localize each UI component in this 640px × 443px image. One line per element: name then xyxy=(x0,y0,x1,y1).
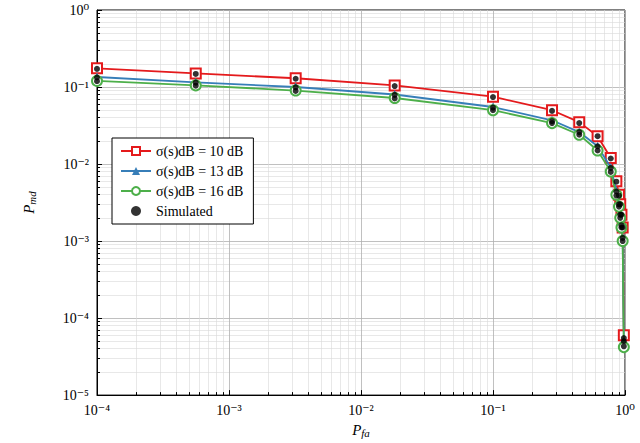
svg-text:10⁻²: 10⁻² xyxy=(63,157,89,172)
svg-text:10⁰: 10⁰ xyxy=(69,3,89,18)
svg-text:Simulated: Simulated xyxy=(156,204,213,219)
svg-text:md: md xyxy=(26,191,38,205)
svg-text:10⁻²: 10⁻² xyxy=(348,403,374,418)
svg-text:σ(s)dB = 10 dB: σ(s)dB = 10 dB xyxy=(156,144,243,160)
svg-text:10⁻⁴: 10⁻⁴ xyxy=(63,311,89,326)
svg-text:P: P xyxy=(351,422,361,438)
svg-text:10⁻¹: 10⁻¹ xyxy=(480,403,506,418)
svg-text:10⁻⁵: 10⁻⁵ xyxy=(63,388,89,403)
svg-text:10⁰: 10⁰ xyxy=(615,403,635,418)
svg-text:P: P xyxy=(21,205,37,215)
svg-text:fa: fa xyxy=(361,427,370,439)
svg-text:10⁻³: 10⁻³ xyxy=(63,234,89,249)
svg-text:10⁻¹: 10⁻¹ xyxy=(63,80,89,95)
svg-text:σ(s)dB = 13 dB: σ(s)dB = 13 dB xyxy=(156,164,243,180)
svg-text:10⁻⁴: 10⁻⁴ xyxy=(84,403,110,418)
svg-text:σ(s)dB = 16 dB: σ(s)dB = 16 dB xyxy=(156,184,243,200)
svg-text:10⁻³: 10⁻³ xyxy=(216,403,242,418)
